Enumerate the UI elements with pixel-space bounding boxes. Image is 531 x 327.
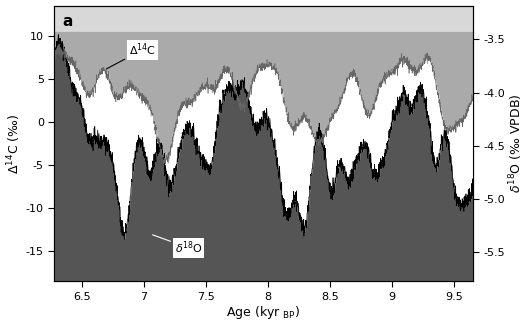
X-axis label: Age (kyr $\rm_{BP}$): Age (kyr $\rm_{BP}$) — [226, 304, 301, 321]
Y-axis label: $\Delta^{14}$C (‰): $\Delta^{14}$C (‰) — [5, 113, 23, 174]
Text: a: a — [62, 14, 72, 29]
Y-axis label: $\delta^{18}$O (‰ VPDB): $\delta^{18}$O (‰ VPDB) — [508, 94, 526, 193]
Text: $\Delta^{14}$C: $\Delta^{14}$C — [107, 42, 156, 69]
Text: $\delta^{18}$O: $\delta^{18}$O — [152, 235, 203, 256]
